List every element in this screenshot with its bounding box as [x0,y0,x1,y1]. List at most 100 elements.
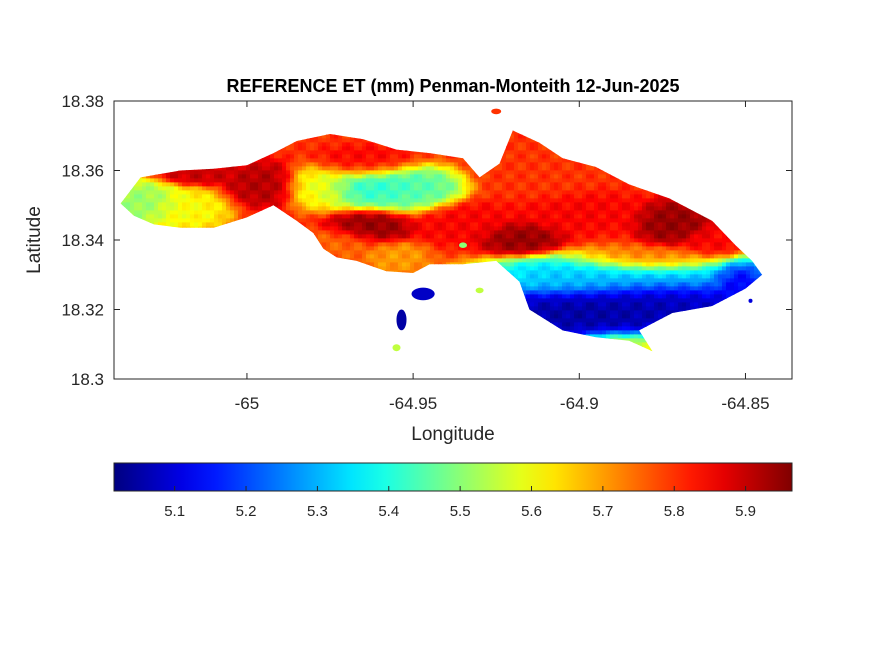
heatmap-cell [422,214,427,219]
heatmap-cell [598,174,603,179]
heatmap-cell [218,186,223,191]
heatmap-cell [394,158,399,163]
heatmap-cell [222,194,227,199]
heatmap-cell [138,190,143,195]
heatmap-cell [614,186,619,191]
heatmap-cell [402,178,407,183]
heatmap-cell [410,154,415,159]
heatmap-cell [222,206,227,211]
heatmap-cell [530,174,535,179]
heatmap-cell [546,174,551,179]
heatmap-cell [482,202,487,207]
heatmap-cell [502,234,507,239]
heatmap-cell [362,170,367,175]
heatmap-cell [150,178,155,183]
heatmap-cell [290,166,295,171]
heatmap-cell [342,210,347,215]
heatmap-cell [526,138,531,143]
heatmap-cell [502,178,507,183]
heatmap-cell [574,170,579,175]
heatmap-cell [562,234,567,239]
heatmap-cell [378,170,383,175]
heatmap-cell [154,174,159,179]
heatmap-cell [478,222,483,227]
heatmap-cell [414,234,419,239]
heatmap-cell [602,222,607,227]
heatmap-cell [650,206,655,211]
heatmap-cell [674,210,679,215]
heatmap-cell [162,178,167,183]
heatmap-cell [554,222,559,227]
heatmap-cell [566,178,571,183]
heatmap-cell [350,158,355,163]
heatmap-cell [126,194,131,199]
heatmap-cell [338,194,343,199]
heatmap-cell [418,218,423,223]
heatmap-cell [182,198,187,203]
heatmap-cell [390,210,395,215]
heatmap-cell [178,222,183,227]
heatmap-cell [490,218,495,223]
heatmap-cell [518,154,523,159]
heatmap-cell [402,186,407,191]
heatmap-cell [362,182,367,187]
heatmap-cell [318,182,323,187]
heatmap-cell [570,182,575,187]
heatmap-cell [610,198,615,203]
heatmap-cell [462,210,467,215]
heatmap-cell [666,198,671,203]
heatmap-cell [550,222,555,227]
heatmap-cell [254,194,259,199]
heatmap-cell [182,222,187,227]
heatmap-cell [382,162,387,167]
heatmap-cell [690,222,695,227]
heatmap-cell [298,206,303,211]
heatmap-cell [206,198,211,203]
heatmap-cell [478,190,483,195]
heatmap-cell [438,158,443,163]
heatmap-cell [330,170,335,175]
heatmap-cell [466,234,471,239]
heatmap-cell [594,170,599,175]
heatmap-cell [494,186,499,191]
heatmap-cell [626,190,631,195]
heatmap-cell [198,218,203,223]
heatmap-cell [358,158,363,163]
heatmap-cell [298,182,303,187]
heatmap-cell [334,182,339,187]
heatmap-cell [510,234,515,239]
heatmap-cell [646,218,651,223]
heatmap-cell [602,218,607,223]
chart-title: REFERENCE ET (mm) Penman-Monteith 12-Jun… [226,76,679,96]
heatmap-cell [514,234,519,239]
heatmap-cell [374,182,379,187]
heatmap-cell [526,142,531,147]
heatmap-cell [322,226,327,231]
heatmap-cell [654,198,659,203]
heatmap-cell [470,170,475,175]
heatmap-cell [426,210,431,215]
heatmap-cell [538,206,543,211]
heatmap-cell [550,182,555,187]
heatmap-cell [346,162,351,167]
heatmap-cell [278,150,283,155]
heatmap-cell [438,166,443,171]
heatmap-cell [346,178,351,183]
heatmap-cell [270,170,275,175]
heatmap-cell [634,186,639,191]
heatmap-cell [498,230,503,235]
heatmap-cell [326,198,331,203]
heatmap-cell [346,182,351,187]
heatmap-cell [182,190,187,195]
heatmap-cell [598,178,603,183]
heatmap-cell [242,186,247,191]
heatmap-cell [522,190,527,195]
heatmap-cell [478,214,483,219]
heatmap-cell [518,214,523,219]
heatmap-cell [394,178,399,183]
heatmap-cell [466,166,471,171]
heatmap-cell [386,198,391,203]
heatmap-cell [170,190,175,195]
heatmap-cell [310,194,315,199]
heatmap-cell [558,178,563,183]
